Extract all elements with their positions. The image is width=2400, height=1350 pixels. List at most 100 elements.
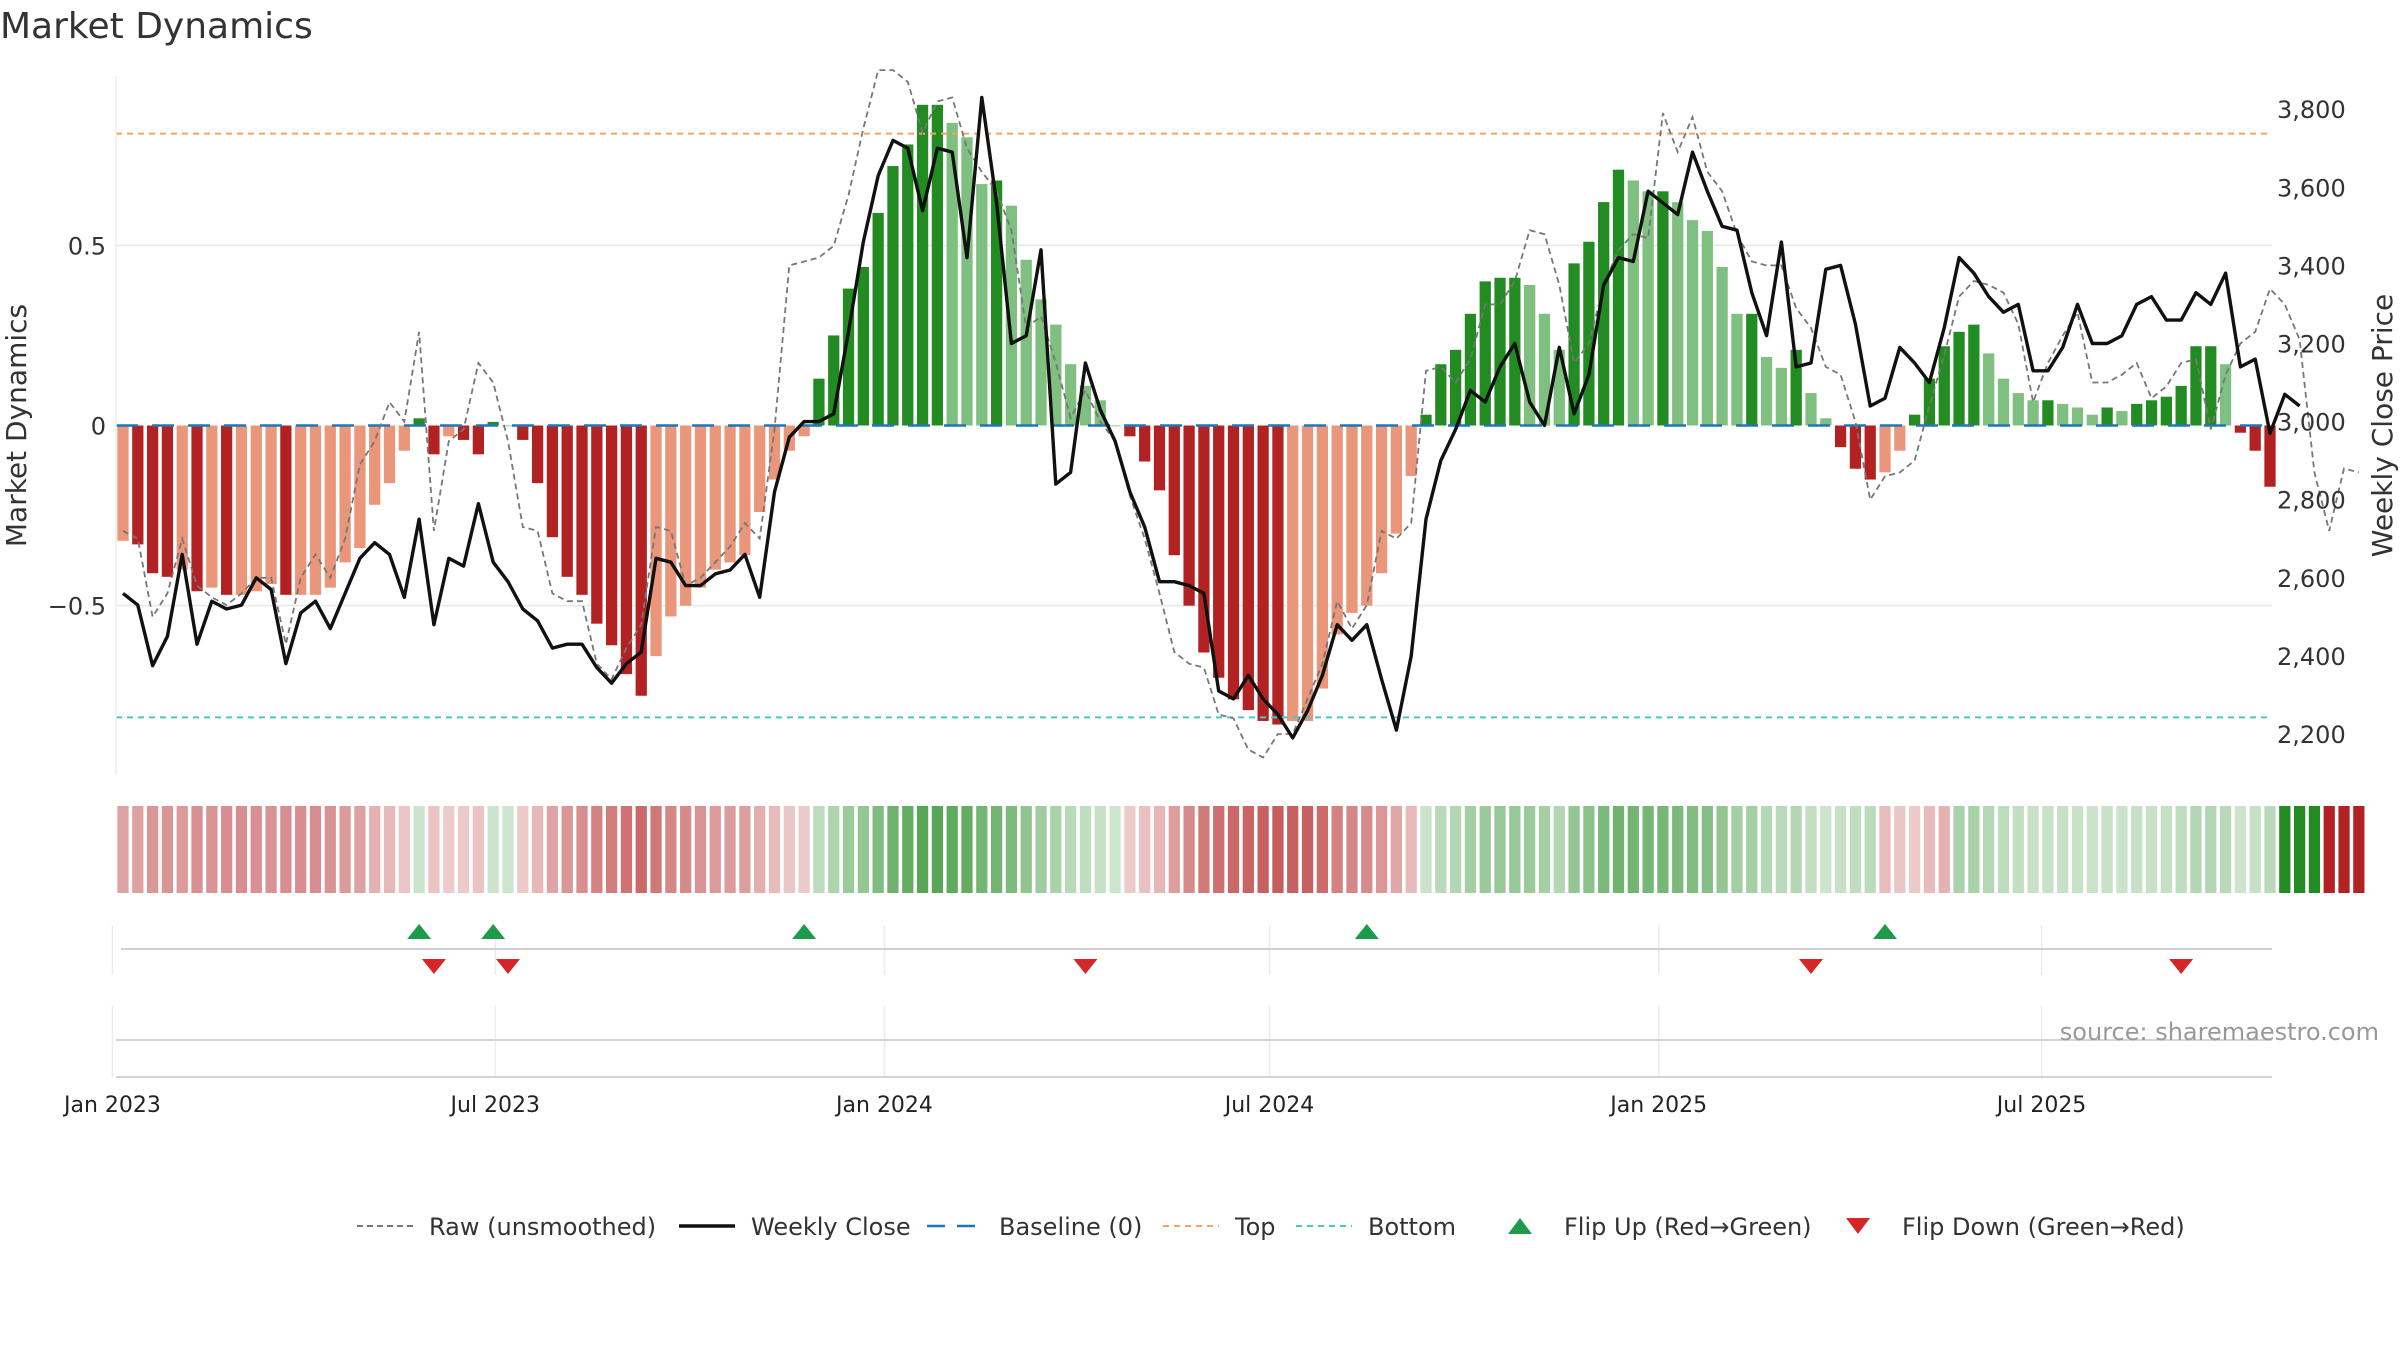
regime-cell-red [1390, 806, 1403, 893]
dynamics-bar [2205, 346, 2217, 426]
dynamics-bar [1775, 367, 1787, 426]
dynamics-bar [2190, 346, 2202, 426]
legend-label: Flip Down (Green→Red) [1902, 1213, 2185, 1241]
regime-cell-green [813, 806, 825, 893]
regime-cell-red [1168, 806, 1180, 893]
flip-down-marker [2169, 959, 2194, 974]
regime-cell-red [1183, 806, 1195, 893]
regime-cell-green [1509, 806, 1521, 893]
regime-cell-green [1553, 806, 1565, 893]
dynamics-bar [1346, 425, 1358, 613]
dynamics-bar [694, 425, 707, 588]
dynamics-bar [961, 137, 973, 426]
regime-cell-red [1301, 806, 1314, 893]
regime-cell-red [339, 806, 351, 893]
legend-swatch-flip-down [1846, 1218, 1870, 1234]
regime-cell-red [2353, 806, 2365, 893]
regime-cell-red [235, 806, 248, 893]
regime-cell-green [2205, 806, 2217, 893]
regime-cell-green [1746, 806, 1758, 893]
regime-cell-green [1079, 806, 1092, 893]
regime-cell-green [2071, 806, 2084, 893]
regime-cell-green [502, 806, 514, 893]
dynamics-bar [754, 425, 766, 512]
dynamics-bar [2086, 414, 2098, 426]
dynamics-bar [1686, 220, 1699, 426]
dynamics-bar [1168, 425, 1180, 556]
dynamics-bar [413, 418, 425, 426]
regime-cell-green [2057, 806, 2069, 893]
chart-title: Market Dynamics [0, 6, 313, 47]
dynamics-bar [1153, 425, 1166, 491]
dynamics-bar [1405, 425, 1417, 476]
left-tick-label: 0 [91, 413, 106, 441]
legend-label: Weekly Close [751, 1213, 911, 1241]
dynamics-bar [2131, 403, 2143, 426]
regime-cell-green [1716, 806, 1728, 893]
regime-cell-red [1361, 806, 1373, 893]
regime-cell-green [2116, 806, 2128, 893]
dynamics-bar [235, 425, 248, 595]
legend-swatch-flip-up [1508, 1218, 1532, 1234]
dynamics-bar [383, 425, 396, 484]
regime-cell-green [1583, 806, 1595, 893]
dynamics-bar [1864, 425, 1876, 480]
dynamics-bar [2249, 425, 2261, 451]
dynamics-bar [1331, 425, 1343, 635]
dynamics-bar [576, 425, 588, 595]
dynamics-bar [2219, 364, 2232, 426]
regime-cell-red [1242, 806, 1254, 893]
dynamics-bar [339, 425, 351, 563]
dynamics-bar [1583, 241, 1595, 426]
regime-cell-green [2086, 806, 2098, 893]
regime-cell-red [1331, 806, 1343, 893]
regime-cell-green [1568, 806, 1580, 893]
flip-up-marker [1354, 924, 1379, 939]
regime-cell-green [916, 806, 929, 893]
regime-cell-red [680, 806, 692, 893]
dynamics-bar [1997, 378, 2010, 426]
regime-cell-red [531, 806, 544, 893]
dynamics-bar [591, 425, 603, 624]
reference-lines [116, 132, 2272, 719]
dynamics-bar [872, 212, 884, 426]
dynamics-bar [1065, 364, 1077, 426]
dynamics-bar [842, 288, 855, 426]
dynamics-bar [1109, 425, 1121, 427]
dynamics-bar [146, 425, 159, 574]
regime-cell-red [768, 806, 781, 893]
regime-cell-green [2042, 806, 2054, 893]
dynamics-bar [265, 425, 277, 585]
dynamics-bar [1805, 393, 1817, 426]
dynamics-bar [561, 425, 573, 577]
weekly-close-line [121, 95, 2301, 740]
dynamics-bar [354, 425, 366, 549]
right-tick-label: 3,400 [2277, 252, 2346, 280]
dynamics-bar [620, 425, 633, 675]
dynamics-bar [680, 425, 692, 606]
legend-label: Flip Up (Red→Green) [1564, 1213, 1812, 1241]
dynamics-bar [1909, 414, 1921, 426]
dynamics-bar [1227, 425, 1240, 700]
right-tick-label: 2,600 [2277, 565, 2346, 593]
regime-cell-green [2190, 806, 2202, 893]
dynamics-bar [1198, 425, 1210, 653]
regime-band [117, 806, 2365, 893]
regime-cell-green [976, 806, 988, 893]
regime-cell-red [546, 806, 559, 893]
dynamics-bar [176, 425, 188, 570]
dynamics-bar [1050, 324, 1062, 426]
dynamics-bar [2116, 411, 2128, 426]
legend-item-baseline: Baseline (0) [927, 1213, 1142, 1241]
regime-cell-green [1494, 806, 1506, 893]
right-axis-label: Weekly Close Price [2366, 294, 2399, 557]
dynamics-bar [1983, 353, 1995, 426]
regime-cell-green [1760, 806, 1773, 893]
dynamics-bar [724, 425, 736, 563]
dynamics-bar [1612, 169, 1625, 426]
dynamics-bar [2175, 385, 2187, 426]
regime-cell-red [309, 806, 322, 893]
regime-cell-red [635, 806, 647, 893]
regime-cell-red [1346, 806, 1358, 893]
regime-cell-red [1375, 806, 1388, 893]
